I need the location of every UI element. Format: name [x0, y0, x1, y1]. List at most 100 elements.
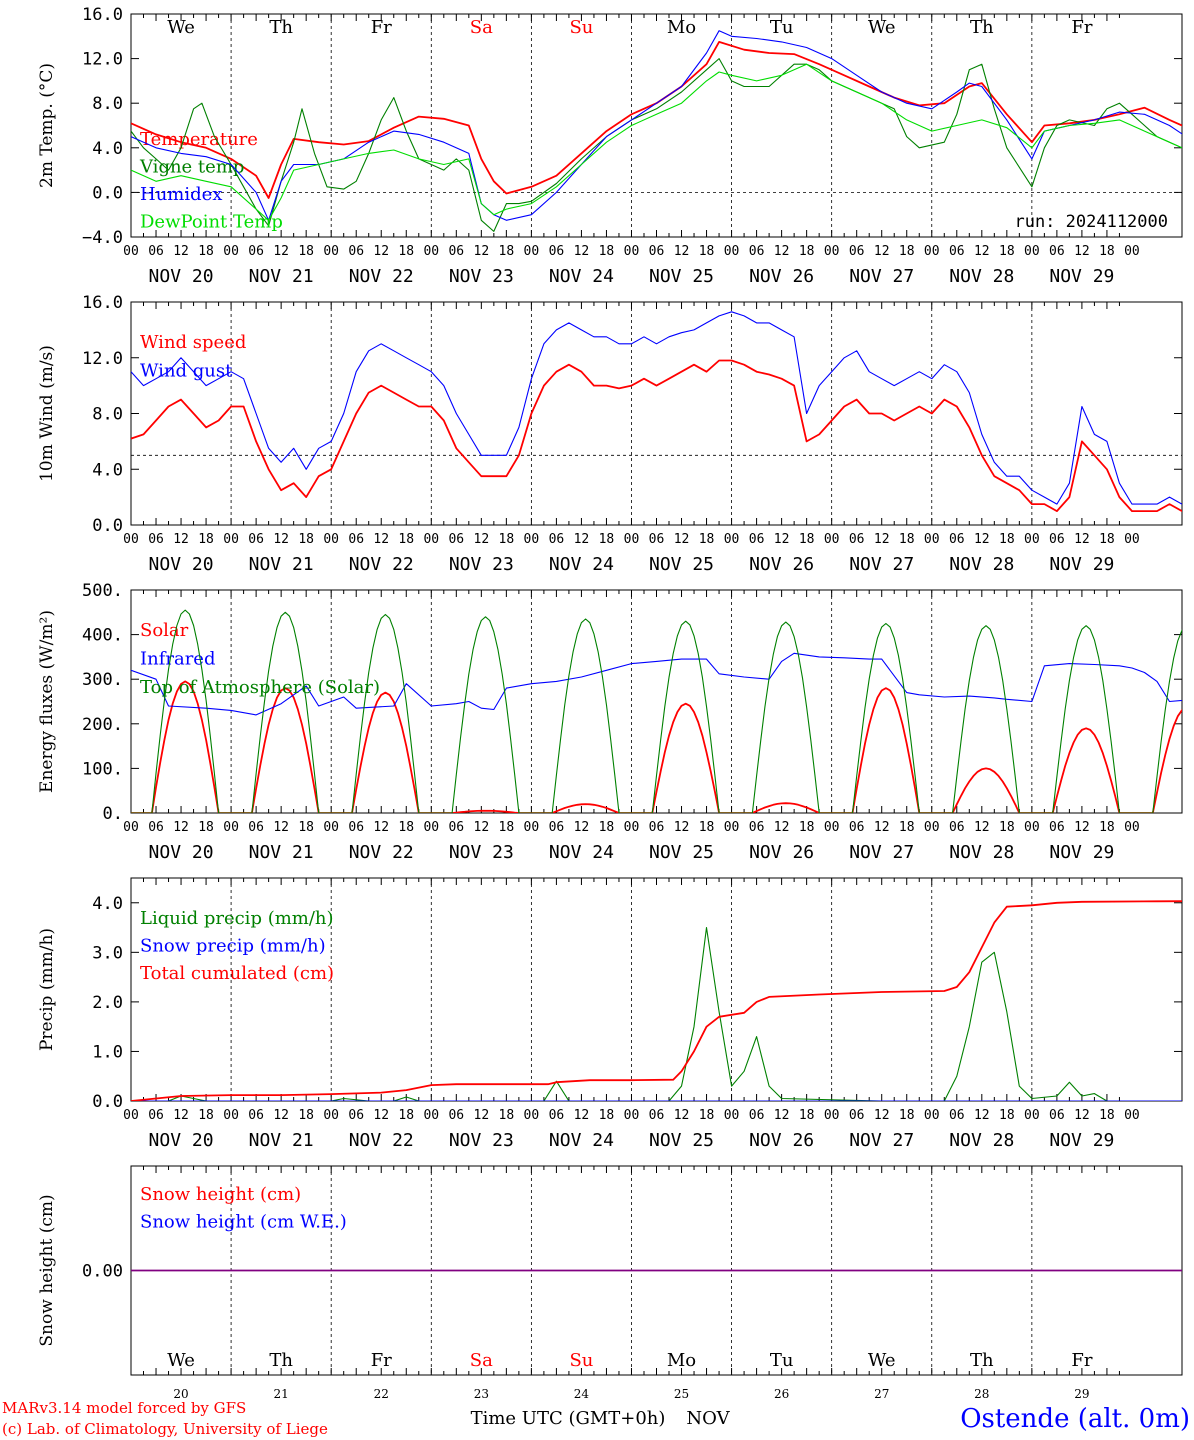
day-number-label: 25 — [674, 1387, 689, 1401]
hour-tick-label: 06 — [649, 820, 665, 835]
hour-tick-label: 12 — [774, 820, 790, 835]
hour-tick-label: 12 — [574, 244, 590, 259]
y-tick-label: 0.0 — [92, 183, 123, 203]
y-tick-label: 2.0 — [92, 993, 123, 1013]
day-label: NOV 28 — [949, 554, 1014, 575]
legend-entry: Liquid precip (mm/h) — [140, 908, 334, 929]
hour-tick-label: 06 — [749, 244, 765, 259]
hour-tick-label: 00 — [423, 532, 439, 547]
hour-tick-label: 12 — [674, 1108, 690, 1123]
hour-tick-label: 00 — [123, 244, 139, 259]
day-label: NOV 27 — [849, 554, 914, 575]
hour-tick-label: 12 — [774, 1108, 790, 1123]
hour-tick-label: 00 — [123, 532, 139, 547]
hour-tick-label: 06 — [1049, 244, 1065, 259]
day-label: NOV 22 — [349, 1130, 414, 1151]
hour-tick-label: 00 — [524, 244, 540, 259]
hour-tick-label: 12 — [874, 820, 890, 835]
hour-tick-label: 06 — [1049, 820, 1065, 835]
hour-tick-label: 06 — [549, 244, 565, 259]
hour-tick-label: 00 — [1124, 1108, 1140, 1123]
hour-tick-label: 06 — [849, 532, 865, 547]
day-label: NOV 20 — [149, 266, 214, 287]
weekday-label: Th — [970, 17, 994, 38]
hour-tick-label: 06 — [949, 820, 965, 835]
hour-tick-label: 06 — [248, 820, 264, 835]
y-tick-label: 300. — [82, 670, 123, 690]
day-label: NOV 29 — [1049, 1130, 1114, 1151]
hour-tick-label: 12 — [974, 1108, 990, 1123]
hour-tick-label: 00 — [1124, 820, 1140, 835]
y-tick-label: 4.0 — [92, 894, 123, 914]
hour-tick-label: 00 — [1024, 820, 1040, 835]
hour-tick-label: 12 — [273, 532, 289, 547]
hour-tick-label: 18 — [198, 244, 214, 259]
station-label: Ostende (alt. 0m) — [960, 1404, 1190, 1434]
y-tick-label: 0. — [103, 804, 123, 824]
panel-wind: 0.0 4.0 8.0 12.0 16.0 10m Wind (m/s) 00 06 12 18 N… — [37, 293, 1183, 575]
series-line-wind-speed — [131, 359, 1182, 513]
hour-tick-label: 06 — [248, 532, 264, 547]
hour-tick-label: 00 — [524, 820, 540, 835]
day-label: NOV 27 — [849, 1130, 914, 1151]
hour-tick-label: 18 — [599, 820, 615, 835]
hour-tick-label: 12 — [974, 244, 990, 259]
hour-tick-label: 06 — [148, 820, 164, 835]
hour-tick-label: 06 — [148, 1108, 164, 1123]
day-label: NOV 28 — [949, 842, 1014, 863]
hour-tick-label: 00 — [323, 244, 339, 259]
series-line-dewpoint-temp — [131, 63, 1182, 221]
weekday-label: Sa — [470, 17, 493, 38]
hour-tick-label: 06 — [348, 532, 364, 547]
weekday-label: Th — [269, 1350, 293, 1371]
hour-tick-label: 06 — [949, 244, 965, 259]
hour-tick-label: 18 — [298, 532, 314, 547]
hour-tick-label: 12 — [674, 820, 690, 835]
hour-tick-label: 18 — [799, 532, 815, 547]
legend-entry: Wind gust — [140, 361, 233, 382]
y-tick-label: −4.0 — [82, 228, 123, 248]
day-label: NOV 23 — [449, 842, 514, 863]
y-tick-label: 0.0 — [92, 516, 123, 536]
series-line-liquid-precip-mm-h — [131, 927, 1182, 1101]
hour-tick-label: 18 — [298, 1108, 314, 1123]
hour-tick-label: 18 — [999, 532, 1015, 547]
hour-tick-label: 18 — [899, 532, 915, 547]
legend-entry: Snow precip (mm/h) — [140, 936, 326, 957]
hour-tick-label: 00 — [423, 244, 439, 259]
hour-tick-label: 18 — [899, 1108, 915, 1123]
hour-tick-label: 12 — [574, 532, 590, 547]
day-label: NOV 22 — [349, 842, 414, 863]
day-label: NOV 20 — [149, 842, 214, 863]
hour-tick-label: 18 — [599, 532, 615, 547]
hour-tick-label: 00 — [624, 244, 640, 259]
weekday-label: Su — [569, 17, 593, 38]
day-number-label: 28 — [974, 1387, 989, 1401]
day-label: NOV 29 — [1049, 266, 1114, 287]
hour-tick-label: 00 — [524, 1108, 540, 1123]
hour-tick-label: 18 — [699, 820, 715, 835]
day-label: NOV 26 — [749, 1130, 814, 1151]
hour-tick-label: 12 — [574, 820, 590, 835]
hour-tick-label: 12 — [1074, 244, 1090, 259]
hour-tick-label: 18 — [1099, 1108, 1115, 1123]
hour-tick-label: 12 — [373, 532, 389, 547]
day-label: NOV 22 — [349, 554, 414, 575]
hour-tick-label: 06 — [849, 1108, 865, 1123]
day-number-label: 20 — [173, 1387, 188, 1401]
hour-tick-label: 06 — [148, 244, 164, 259]
hour-tick-label: 00 — [624, 1108, 640, 1123]
day-number-label: 21 — [274, 1387, 289, 1401]
hour-tick-label: 00 — [323, 820, 339, 835]
legend-entry: DewPoint Temp — [140, 212, 283, 233]
day-label: NOV 28 — [949, 1130, 1014, 1151]
hour-tick-label: 18 — [398, 1108, 414, 1123]
hour-tick-label: 12 — [474, 820, 490, 835]
hour-tick-label: 18 — [398, 532, 414, 547]
weekday-label: Tu — [770, 1350, 794, 1371]
day-label: NOV 23 — [449, 266, 514, 287]
day-label: NOV 24 — [549, 266, 614, 287]
hour-tick-label: 00 — [123, 1108, 139, 1123]
day-number-label: 26 — [774, 1387, 789, 1401]
